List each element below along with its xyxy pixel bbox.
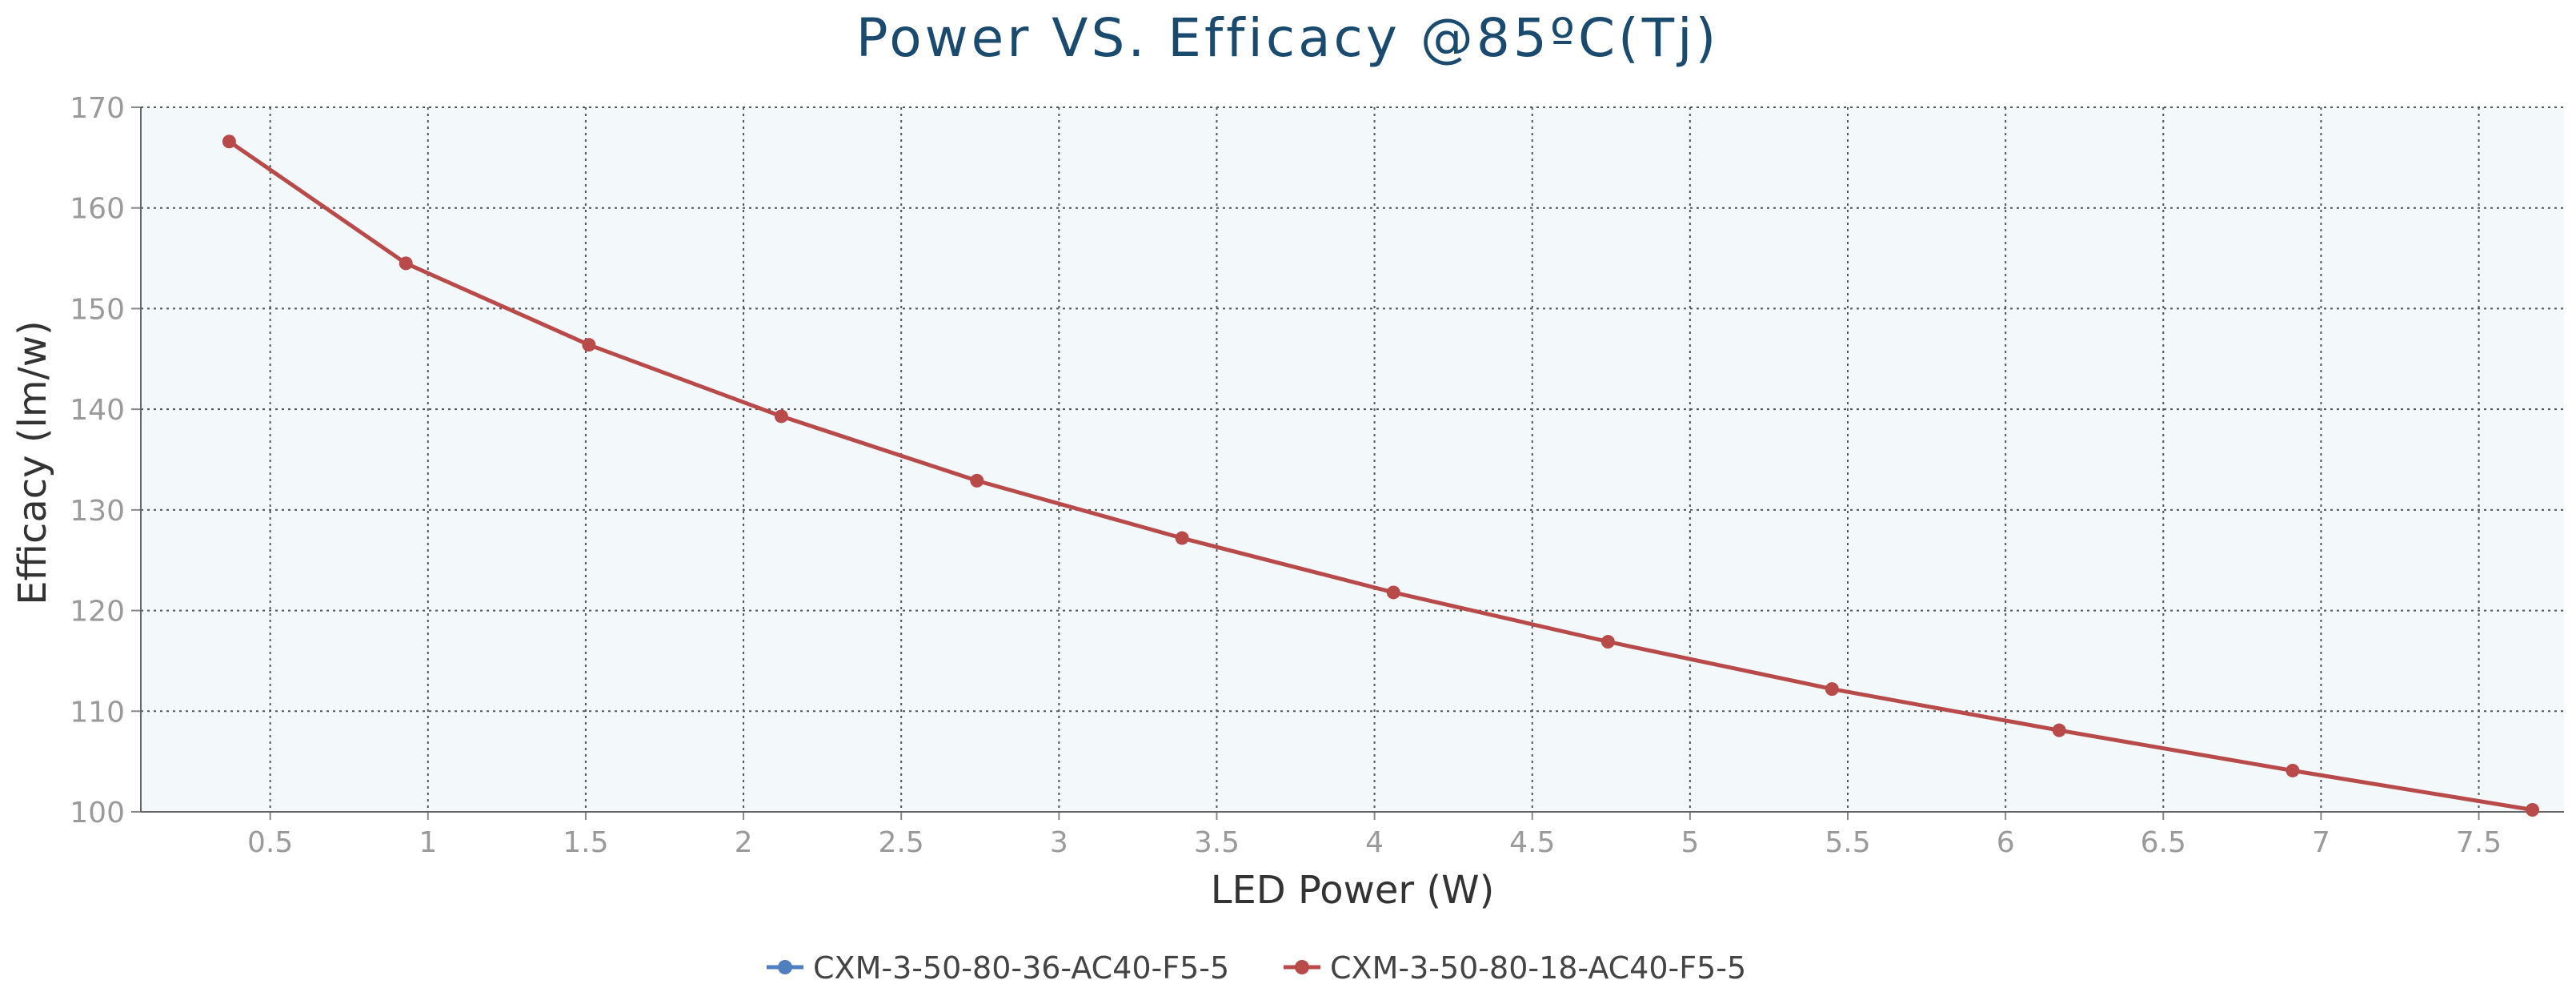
- data-point: [2526, 802, 2540, 817]
- x-tick-label: 4: [1365, 826, 1384, 859]
- y-tick-label: 100: [70, 797, 125, 829]
- y-axis-ticks: 100 110 120 130 140 150 160 170: [70, 92, 125, 829]
- x-tick-label: 6.5: [2141, 826, 2186, 859]
- grid-lines: [141, 106, 2564, 812]
- legend-label: CXM-3-50-80-36-AC40-F5-5: [813, 950, 1229, 986]
- data-point: [1600, 635, 1615, 649]
- legend-item-1[interactable]: CXM-3-50-80-36-AC40-F5-5: [767, 950, 1229, 986]
- axes: [131, 106, 2564, 820]
- plot-area: [141, 107, 2564, 812]
- data-point: [2052, 723, 2066, 737]
- x-axis-title: LED Power (W): [1211, 868, 1495, 913]
- legend-item-2[interactable]: CXM-3-50-80-18-AC40-F5-5: [1284, 950, 1746, 986]
- legend-marker-icon: [1295, 960, 1309, 974]
- x-tick-label: 5.5: [1825, 826, 1870, 859]
- data-point: [2286, 763, 2300, 777]
- data-point: [1825, 682, 1839, 697]
- x-tick-label: 7: [2312, 826, 2330, 859]
- x-tick-label: 2: [735, 826, 753, 859]
- legend-marker-icon: [778, 960, 792, 974]
- series: [222, 135, 2540, 817]
- data-point: [582, 338, 596, 352]
- x-tick-label: 6: [1997, 826, 2015, 859]
- data-point: [774, 409, 788, 424]
- chart-title: Power VS. Efficacy @85ºC(Tj): [856, 7, 1719, 69]
- legend[interactable]: CXM-3-50-80-36-AC40-F5-5 CXM-3-50-80-18-A…: [767, 950, 1746, 986]
- x-tick-label: 3.5: [1194, 826, 1240, 859]
- series-line: [227, 139, 2534, 812]
- y-tick-label: 130: [70, 495, 125, 528]
- y-axis-title: Efficacy (lm/w): [10, 320, 55, 605]
- x-axis-ticks: 0.5 1 1.5 2 2.5 3 3.5 4 4.5 5 5.5 6 6.5 7 7.5: [247, 826, 2502, 859]
- legend-label: CXM-3-50-80-18-AC40-F5-5: [1330, 950, 1746, 986]
- y-tick-label: 150: [70, 293, 125, 326]
- data-point: [1386, 585, 1400, 600]
- x-tick-label: 0.5: [247, 826, 293, 859]
- y-tick-label: 120: [70, 596, 125, 629]
- x-tick-label: 3: [1050, 826, 1068, 859]
- x-tick-label: 5: [1681, 826, 1699, 859]
- y-tick-label: 160: [70, 193, 125, 226]
- y-tick-label: 140: [70, 394, 125, 427]
- data-point: [1175, 531, 1189, 545]
- x-tick-label: 4.5: [1509, 826, 1555, 859]
- x-tick-label: 7.5: [2456, 826, 2502, 859]
- data-point: [399, 256, 413, 271]
- data-point: [970, 473, 984, 488]
- x-tick-label: 1.5: [563, 826, 608, 859]
- x-tick-label: 2.5: [879, 826, 924, 859]
- x-tick-label: 1: [419, 826, 437, 859]
- y-tick-label: 170: [70, 92, 125, 125]
- data-point: [222, 135, 236, 149]
- series-2: [222, 135, 2540, 817]
- y-tick-label: 110: [70, 696, 125, 729]
